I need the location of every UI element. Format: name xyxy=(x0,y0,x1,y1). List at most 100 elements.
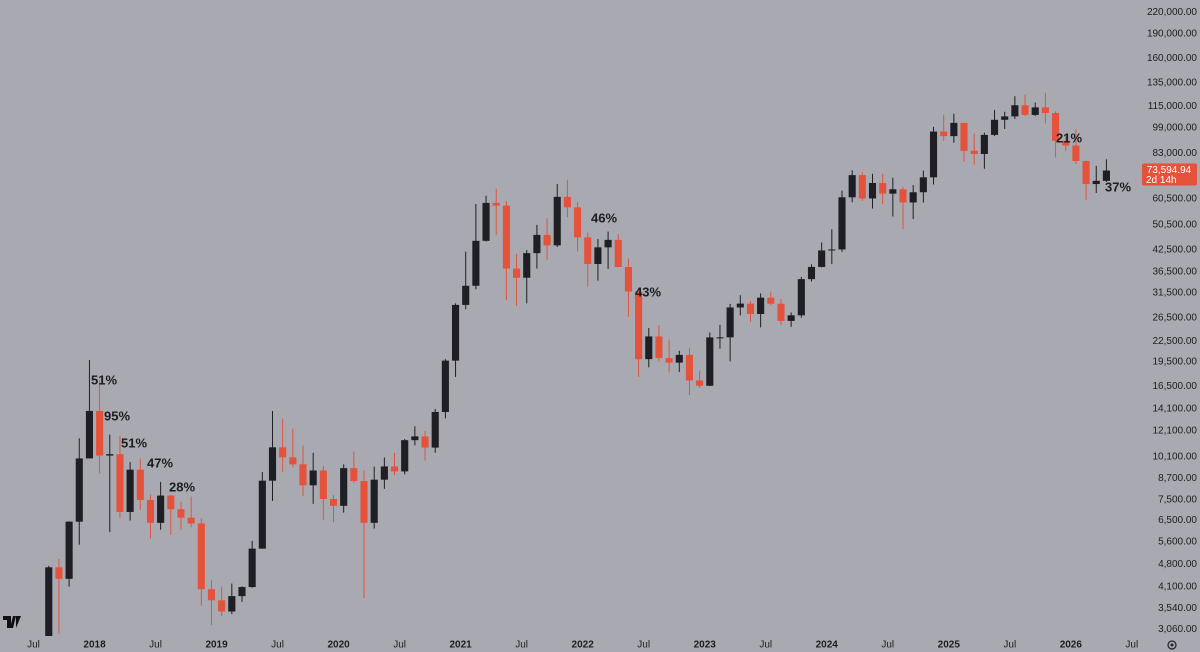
candle-body xyxy=(726,307,734,338)
candle-body xyxy=(167,495,175,510)
y-tick-label: 83,000.00 xyxy=(1153,148,1198,159)
candle-body xyxy=(513,268,521,278)
candle-body xyxy=(279,447,287,458)
x-tick-label: Jul xyxy=(1125,640,1138,651)
y-tick-label: 115,000.00 xyxy=(1148,101,1198,112)
candle-body xyxy=(207,589,216,601)
x-tick-label: 2023 xyxy=(694,640,717,651)
candle-body xyxy=(492,202,500,206)
candle-body xyxy=(574,207,582,238)
y-tick-label: 160,000.00 xyxy=(1147,53,1197,64)
x-tick-label: Jul xyxy=(1003,640,1016,651)
candle-body xyxy=(228,596,236,612)
x-tick-label: 2026 xyxy=(1060,640,1083,651)
y-tick-label: 6,500.00 xyxy=(1158,515,1197,526)
candle-body xyxy=(533,234,541,254)
candle-body xyxy=(45,567,53,636)
candle-body xyxy=(899,189,907,203)
tradingview-logo xyxy=(3,616,21,628)
annotation: 28% xyxy=(169,479,195,494)
y-tick-label: 50,500.00 xyxy=(1153,219,1198,230)
x-tick-label: 2021 xyxy=(450,640,473,651)
candle-body xyxy=(848,175,856,198)
y-tick-label: 22,500.00 xyxy=(1153,336,1198,347)
candle-body xyxy=(1062,140,1070,146)
x-tick-label: 2025 xyxy=(938,640,961,651)
candle-body xyxy=(553,196,561,246)
candle-body xyxy=(960,122,968,151)
x-tick-label: Jul xyxy=(759,640,772,651)
y-tick-label: 3,060.00 xyxy=(1158,624,1197,635)
price-tag-label: 73,594.94 xyxy=(1147,165,1192,176)
x-tick-label: 2018 xyxy=(83,640,106,651)
candle-body xyxy=(187,517,195,524)
candle-body xyxy=(85,410,94,459)
x-tick-label: 2019 xyxy=(205,640,228,651)
candle-body xyxy=(523,253,531,278)
y-tick-label: 42,500.00 xyxy=(1153,244,1198,255)
candle-body xyxy=(197,523,205,590)
candle-body xyxy=(716,337,724,339)
candle-body xyxy=(218,600,226,612)
candle-body xyxy=(116,454,124,512)
candle-body xyxy=(645,336,653,360)
x-tick-label: Jul xyxy=(881,640,894,651)
price-tag-countdown: 2d 14h xyxy=(1146,175,1177,186)
candle-body xyxy=(65,521,73,579)
candle-body xyxy=(1041,107,1049,114)
candle-body xyxy=(268,447,277,481)
y-tick-label: 4,800.00 xyxy=(1158,559,1197,570)
candle-body xyxy=(818,250,826,267)
candle-body xyxy=(594,247,602,264)
candle-body xyxy=(136,469,144,500)
candle-body xyxy=(757,297,765,314)
candle-body xyxy=(106,454,114,456)
candle-body xyxy=(807,266,816,280)
candle-body xyxy=(462,285,470,305)
annotation: 51% xyxy=(121,435,147,450)
candle-body xyxy=(696,380,704,386)
candle-body xyxy=(838,197,846,250)
y-tick-label: 60,500.00 xyxy=(1153,193,1198,204)
candle-body xyxy=(451,304,460,361)
candle-body xyxy=(1072,145,1080,162)
candle-body xyxy=(1102,170,1110,181)
x-tick-label: Jul xyxy=(149,640,162,651)
annotation: 37% xyxy=(1105,179,1131,194)
y-tick-label: 99,000.00 xyxy=(1153,122,1198,133)
y-tick-label: 12,100.00 xyxy=(1153,426,1198,437)
candle-body xyxy=(75,458,83,522)
candle-body xyxy=(858,175,866,199)
candle-body xyxy=(146,499,155,523)
candle-body xyxy=(604,239,612,248)
candle-body xyxy=(919,177,927,193)
candle-body xyxy=(990,119,999,135)
candle-body xyxy=(502,205,510,269)
y-tick-label: 190,000.00 xyxy=(1147,28,1197,39)
candle-body xyxy=(828,249,836,251)
y-tick-label: 16,500.00 xyxy=(1153,381,1198,392)
candle-body xyxy=(299,464,307,486)
candle-body xyxy=(797,279,805,316)
candle-body xyxy=(177,509,185,518)
candle-body xyxy=(665,358,673,363)
annotation: 95% xyxy=(104,408,130,423)
candle-body xyxy=(401,440,409,472)
x-tick-label: 2024 xyxy=(816,640,839,651)
candle-body xyxy=(421,436,429,448)
y-tick-label: 36,500.00 xyxy=(1153,266,1198,277)
settings-button[interactable] xyxy=(1167,640,1177,650)
y-tick-label: 220,000.00 xyxy=(1147,7,1197,18)
candle-body xyxy=(635,291,643,360)
candle-body xyxy=(950,122,958,137)
candle-body xyxy=(543,234,551,246)
candle-body xyxy=(879,183,887,194)
candle-body xyxy=(675,354,683,363)
candle-body xyxy=(360,481,368,523)
candle-body xyxy=(238,587,246,597)
candle-body xyxy=(248,548,256,588)
candle-body xyxy=(909,192,917,203)
candle-body xyxy=(380,466,388,480)
candle-body xyxy=(777,303,785,321)
